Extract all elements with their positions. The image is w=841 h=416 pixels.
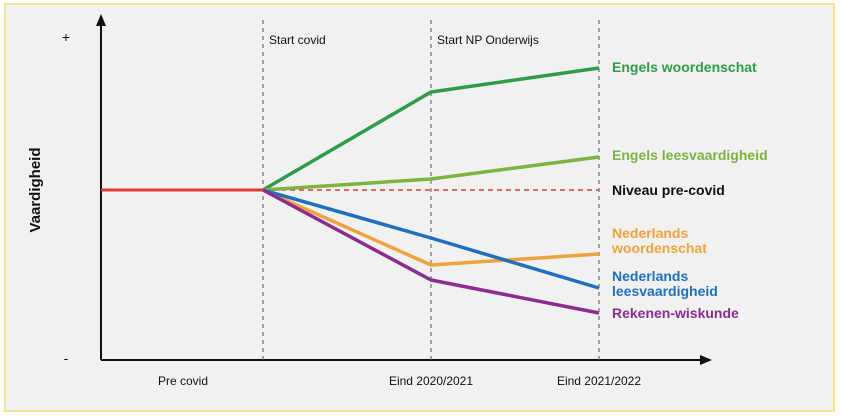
series-label-engels-woordenschat: Engels woordenschat (612, 59, 757, 75)
series-line-nederlands-leesvaardigheid (262, 188, 600, 290)
timeline-markers: Start covid Start NP Onderwijs (262, 20, 600, 360)
series-labels: Engels woordenschat Engels leesvaardighei… (611, 59, 768, 321)
series-line-nederlands-woordenschat (262, 188, 600, 267)
x-tick-label: Eind 2021/2022 (557, 374, 641, 388)
x-tick-labels: Pre covid Eind 2020/2021 Eind 2021/2022 (158, 374, 641, 388)
marker-label: Start covid (269, 33, 326, 47)
series-label-nederlands-woordenschat: Nederlands woordenschat (611, 225, 707, 256)
series-line-rekenen-wiskunde (262, 188, 600, 315)
series-label-engels-leesvaardigheid: Engels leesvaardigheid (612, 147, 768, 163)
series-label-nederlands-leesvaardigheid: Nederlands leesvaardigheid (612, 268, 718, 299)
series-label-rekenen-wiskunde: Rekenen-wiskunde (612, 305, 739, 321)
series-label-niveau-pre-covid: Niveau pre-covid (612, 182, 725, 198)
y-axis-label: Vaardigheid (27, 147, 44, 232)
x-tick-label: Eind 2020/2021 (389, 374, 473, 388)
y-axis-minus-label: - (64, 350, 69, 366)
x-axis-arrow (700, 355, 712, 365)
chart-frame (4, 3, 835, 412)
x-tick-label: Pre covid (158, 374, 208, 388)
series-lines (101, 66, 600, 315)
series-line-engels-woordenschat (262, 66, 600, 192)
series-line-engels-leesvaardigheid (262, 155, 600, 192)
marker-label: Start NP Onderwijs (437, 33, 539, 47)
y-axis-plus-label: + (62, 29, 70, 45)
y-axis-arrow (96, 14, 106, 26)
